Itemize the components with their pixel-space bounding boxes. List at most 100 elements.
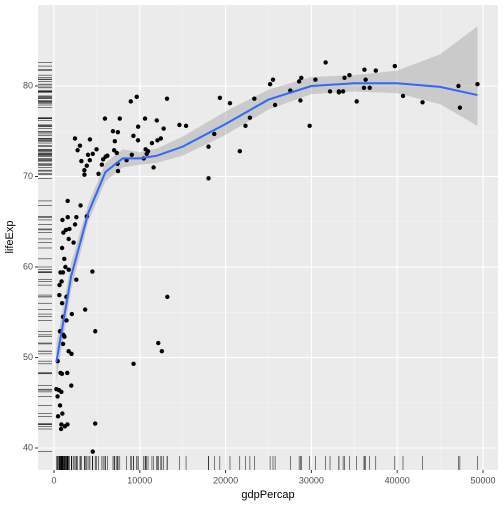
point	[267, 81, 273, 87]
point	[392, 63, 398, 69]
point	[64, 318, 69, 323]
point	[96, 171, 101, 176]
point	[307, 123, 312, 129]
point	[327, 89, 333, 94]
point	[66, 267, 71, 272]
point	[59, 422, 64, 427]
point	[67, 226, 72, 232]
point	[82, 307, 88, 312]
point	[299, 75, 304, 81]
point	[62, 424, 68, 429]
point	[183, 123, 189, 129]
point	[154, 118, 159, 123]
panel	[38, 5, 498, 470]
point	[367, 85, 372, 91]
point	[94, 147, 99, 152]
point	[129, 152, 134, 157]
point	[69, 383, 74, 388]
point	[158, 136, 164, 141]
point	[79, 158, 84, 164]
point	[66, 236, 71, 242]
point	[59, 389, 64, 395]
y-tick-label: 40	[23, 442, 33, 452]
point	[75, 148, 80, 153]
y-tick-label: 70	[23, 171, 33, 181]
y-tick-label: 80	[23, 80, 33, 90]
point	[112, 139, 118, 144]
smooth-line	[55, 82, 478, 363]
point	[62, 256, 67, 262]
point	[115, 129, 121, 135]
point	[361, 85, 367, 91]
point	[69, 311, 75, 317]
point	[135, 124, 141, 129]
point	[243, 123, 248, 129]
point	[212, 131, 217, 137]
point	[149, 140, 155, 146]
point	[340, 89, 346, 94]
point	[102, 116, 108, 121]
point	[85, 152, 91, 157]
point	[92, 421, 98, 426]
point	[65, 215, 70, 220]
point	[61, 332, 66, 338]
point	[59, 371, 65, 376]
point	[57, 403, 63, 408]
point	[78, 203, 83, 208]
point	[131, 133, 136, 138]
point	[155, 138, 160, 143]
point	[217, 95, 223, 100]
x-tick-label: 20000	[213, 475, 238, 485]
point	[298, 98, 303, 103]
point	[272, 102, 278, 108]
point	[206, 176, 211, 181]
point	[159, 348, 165, 354]
point	[65, 198, 70, 204]
point	[144, 151, 149, 157]
point	[252, 96, 257, 101]
point	[177, 122, 182, 128]
point	[128, 99, 133, 104]
point	[111, 148, 117, 153]
y-axis-title: lifeExp	[4, 220, 16, 253]
point	[342, 75, 347, 81]
point	[363, 77, 368, 82]
point	[58, 426, 64, 432]
point	[57, 292, 62, 298]
point	[66, 348, 71, 354]
point	[90, 449, 95, 454]
point	[87, 158, 93, 163]
point	[323, 60, 328, 65]
point	[90, 269, 95, 274]
point	[156, 340, 161, 346]
point	[270, 77, 276, 82]
point	[165, 294, 170, 300]
point	[247, 115, 253, 120]
point	[74, 277, 79, 282]
point	[114, 150, 120, 156]
point	[65, 370, 70, 376]
point	[336, 89, 342, 94]
x-tick-label: 10000	[127, 475, 152, 485]
point	[77, 143, 83, 148]
point	[457, 105, 463, 110]
point	[99, 162, 105, 167]
point	[135, 138, 141, 143]
point	[82, 172, 87, 177]
point	[347, 72, 352, 78]
point	[87, 137, 93, 142]
point	[90, 151, 95, 157]
point	[55, 394, 60, 399]
x-tick-label: 0	[51, 475, 56, 485]
point	[110, 129, 116, 134]
point	[57, 282, 62, 288]
point	[313, 77, 318, 82]
point	[161, 126, 166, 131]
point	[60, 217, 65, 223]
y-tick-label: 60	[23, 261, 33, 271]
point	[60, 341, 66, 347]
point	[354, 99, 359, 104]
point	[82, 167, 87, 173]
point	[420, 100, 425, 105]
